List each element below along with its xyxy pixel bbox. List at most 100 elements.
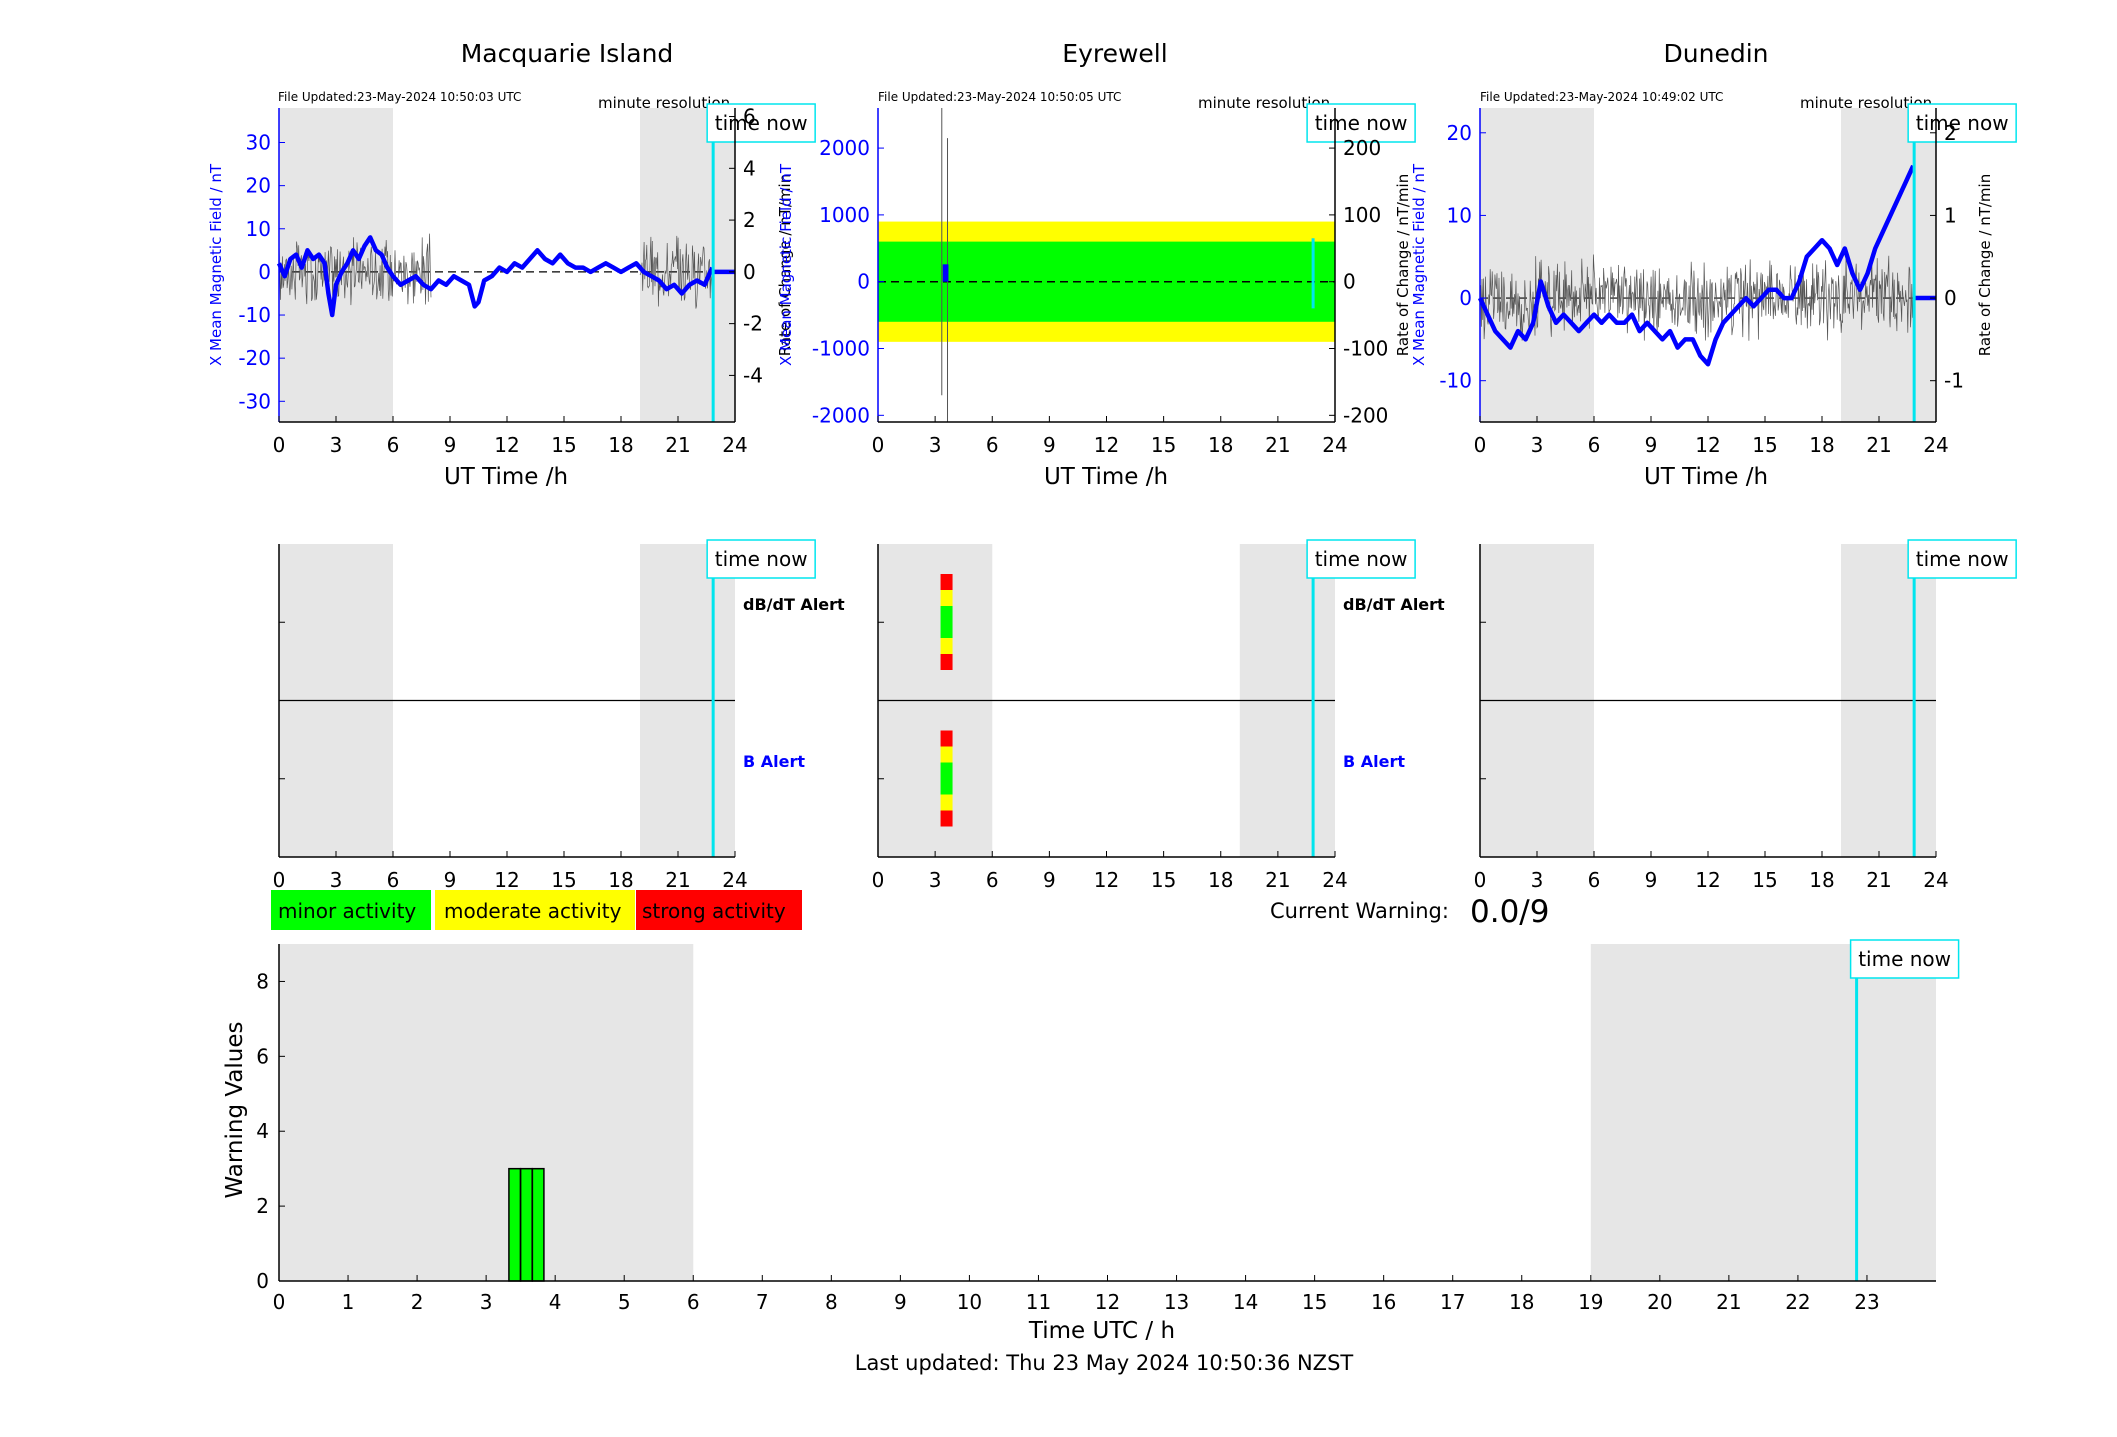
y-left-tick-label: -30	[238, 389, 271, 413]
chart-title: Eyrewell	[1062, 39, 1167, 68]
mean-field-blip	[942, 264, 949, 282]
x-tick-label: 0	[1474, 433, 1487, 457]
legend-moderate-swatch	[435, 890, 635, 930]
y-right-tick-label: 2	[743, 208, 756, 232]
y-axis-label-left: X Mean Magnetic Field / nT	[207, 163, 225, 366]
x-tick-label: 12	[1095, 1290, 1120, 1314]
time-now-label: time now	[1315, 111, 1408, 135]
legend-minor-swatch	[271, 890, 431, 930]
x-tick-label: 15	[551, 433, 576, 457]
time-now-label: time now	[715, 111, 808, 135]
legend-strong-label: strong activity	[642, 899, 786, 923]
x-tick-label: 15	[1151, 433, 1176, 457]
time-now-box	[706, 539, 816, 579]
legend-moderate-label: moderate activity	[444, 899, 622, 923]
y-right-tick-label: -200	[1343, 403, 1388, 427]
x-tick-label: 19	[1578, 1290, 1603, 1314]
legend-strong-swatch	[636, 890, 802, 930]
y-left-tick-label: 1000	[819, 203, 870, 227]
resolution-text: minute resolution	[598, 94, 730, 112]
alert-segment-strong	[940, 730, 953, 747]
x-tick-label: 14	[1233, 1290, 1258, 1314]
y-axis-label-left: X Mean Magnetic Field / nT	[1410, 163, 1428, 366]
y-right-tick-label: 6	[743, 105, 756, 129]
y-right-tick-label: 100	[1343, 203, 1381, 227]
y-axis-label-right: Rate of Change / nT/min	[1976, 174, 1994, 356]
x-tick-label: 12	[1094, 868, 1119, 892]
b-alert-label: B Alert	[1343, 752, 1405, 771]
x-tick-label: 18	[1509, 1290, 1534, 1314]
y-axis-label-right: Rate of Change / nT/min	[1394, 174, 1412, 356]
x-tick-label: 1	[342, 1290, 355, 1314]
x-tick-label: 2	[411, 1290, 424, 1314]
y-right-tick-label: 0	[1944, 286, 1957, 310]
y-left-tick-label: 20	[246, 174, 271, 198]
alert-segment-minor	[940, 606, 953, 622]
x-tick-label: 3	[330, 433, 343, 457]
time-now-box	[1907, 539, 2017, 579]
eyrewell-alert-panel: time now 0 3 6 9 12 15 18 21 24 dB/dT Alert B Ale…	[872, 539, 1445, 892]
x-tick-label: 13	[1164, 1290, 1189, 1314]
y-axis-label: Warning Values	[222, 1021, 248, 1198]
x-tick-label: 3	[929, 868, 942, 892]
x-tick-label: 20	[1647, 1290, 1672, 1314]
x-tick-label: 21	[1716, 1290, 1741, 1314]
dunedin-field-chart: Dunedin File Updated:23-May-2024 10:49:0…	[1410, 39, 2017, 490]
y-right-tick-label: 0	[743, 260, 756, 284]
x-tick-label: 11	[1026, 1290, 1051, 1314]
x-tick-label: 3	[1531, 433, 1544, 457]
x-tick-label: 6	[986, 868, 999, 892]
warning-bar	[519, 1167, 533, 1282]
time-now-label: time now	[715, 547, 808, 571]
x-tick-label: 7	[756, 1290, 769, 1314]
x-tick-label: 3	[330, 868, 343, 892]
dbdt-alert-label: dB/dT Alert	[743, 595, 845, 614]
footer-last-updated: Last updated: Thu 23 May 2024 10:50:36 N…	[855, 1351, 1354, 1375]
time-now-label: time now	[1916, 111, 2009, 135]
chart-title: Dunedin	[1664, 39, 1769, 68]
x-tick-label: 18	[608, 868, 633, 892]
x-tick-label: 24	[1322, 868, 1347, 892]
y-right-tick-label: 4	[743, 156, 756, 180]
x-tick-label: 0	[273, 433, 286, 457]
y-right-tick-label: -4	[743, 363, 763, 387]
y-right-tick-label: 0	[1343, 270, 1356, 294]
y-left-tick-label: -20	[238, 346, 271, 370]
y-tick-label: 4	[256, 1119, 269, 1143]
y-left-tick-label: 2000	[819, 136, 870, 160]
dunedin-alert-area: time now 0 3 6 9 12 15 18 21 24	[1474, 539, 2017, 892]
alert-segment-moderate	[940, 794, 953, 811]
macquarie-field-chart: Macquarie Island File Updated:23-May-202…	[207, 39, 816, 490]
x-tick-label: 0	[1474, 868, 1487, 892]
x-tick-label: 6	[387, 433, 400, 457]
x-tick-label: 9	[1043, 868, 1056, 892]
mean-field-line	[276, 235, 715, 318]
alert-segment-strong	[940, 574, 953, 590]
x-tick-label: 15	[1752, 433, 1777, 457]
x-tick-label: 16	[1371, 1290, 1396, 1314]
x-tick-label: 15	[1302, 1290, 1327, 1314]
x-tick-label: 21	[1265, 433, 1290, 457]
y-axis-label-left: X Mean Magnetic Field / nT	[777, 163, 795, 366]
x-tick-label: 9	[1645, 433, 1658, 457]
x-tick-label: 0	[872, 433, 885, 457]
x-axis-label: Time UTC / h	[1028, 1318, 1175, 1344]
y-left-tick-label: 30	[246, 131, 271, 155]
x-tick-label: 9	[894, 1290, 907, 1314]
x-tick-label: 21	[665, 868, 690, 892]
y-left-tick-label: -10	[1439, 369, 1472, 393]
time-now-box	[1306, 103, 1416, 143]
y-tick-label: 8	[256, 969, 269, 993]
eyrewell-field-chart: Eyrewell File Updated:23-May-2024 10:50:…	[777, 39, 1416, 490]
night-band	[1480, 108, 1594, 422]
x-tick-label: 6	[1588, 868, 1601, 892]
x-tick-label: 3	[1531, 868, 1544, 892]
time-now-box	[1849, 939, 1960, 979]
rate-of-change-trace	[1479, 254, 1914, 341]
x-tick-label: 18	[1208, 433, 1233, 457]
alert-segment-minor	[940, 622, 953, 638]
x-tick-label: 24	[722, 433, 747, 457]
resolution-text: minute resolution	[1800, 94, 1932, 112]
